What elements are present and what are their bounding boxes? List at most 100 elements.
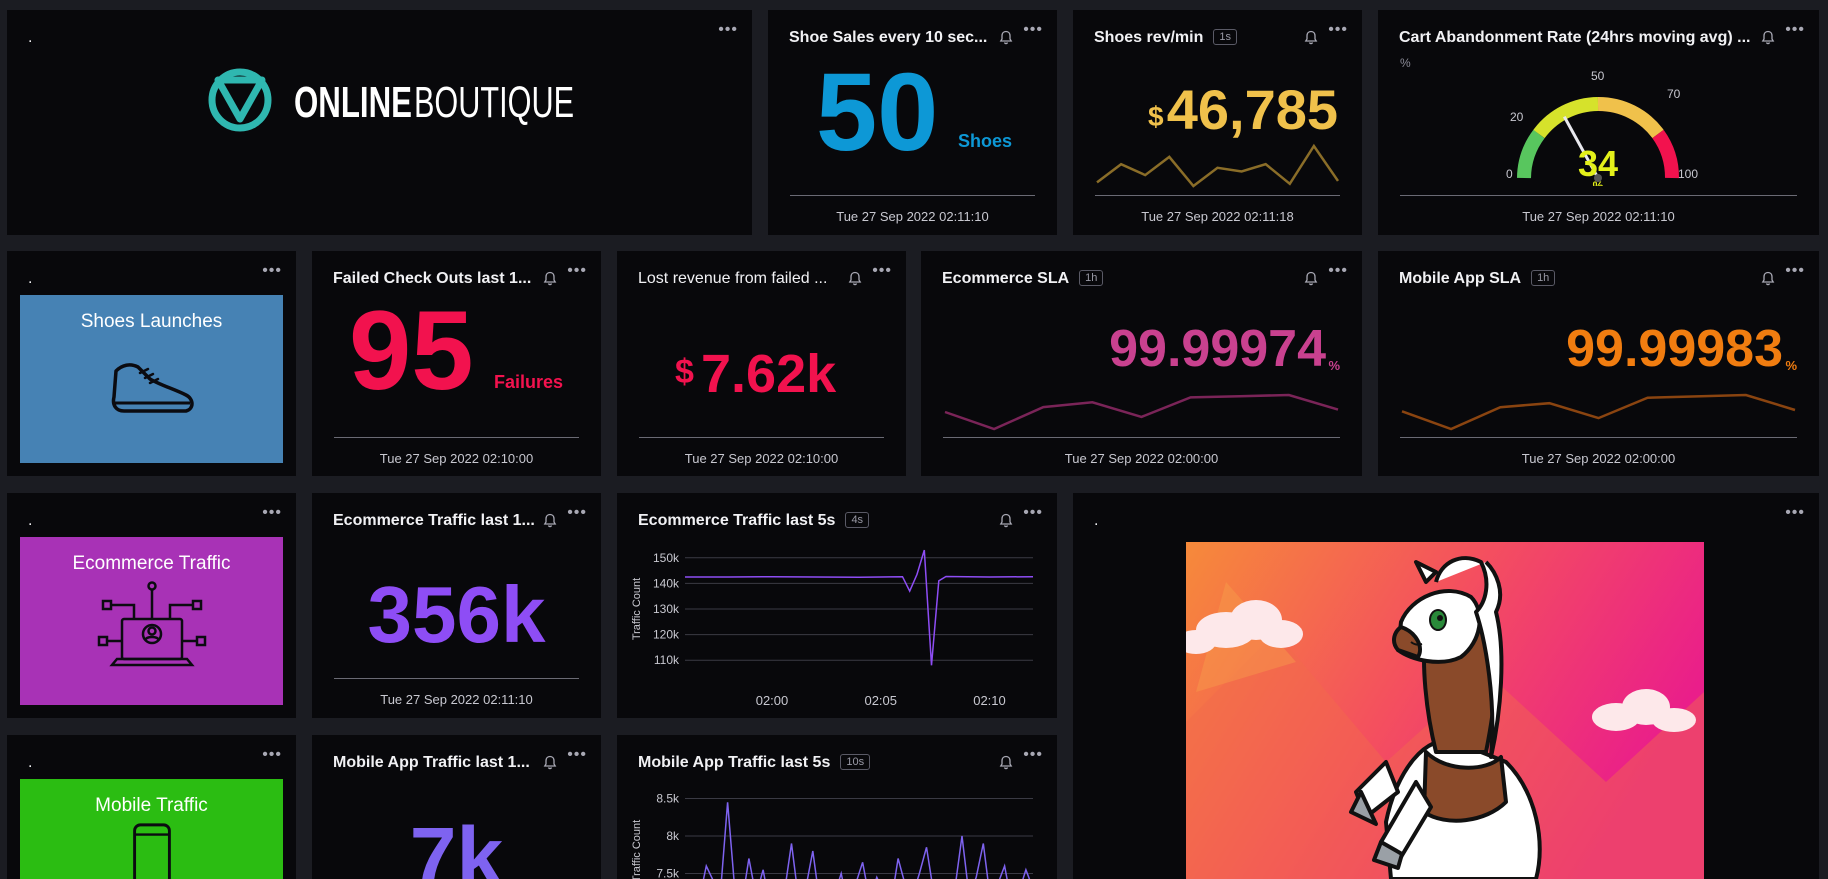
currency-symbol: $ xyxy=(675,353,694,391)
panel-title: Cart Abandonment Rate (24hrs moving avg)… xyxy=(1399,29,1751,46)
unit-label: % xyxy=(1400,56,1411,70)
smartphone-icon xyxy=(132,823,171,879)
panel-title-text: Mobile App SLA xyxy=(1399,270,1522,287)
interval-badge: 1h xyxy=(1531,270,1556,286)
bell-icon[interactable] xyxy=(1761,30,1775,45)
more-options-icon[interactable]: ••• xyxy=(1785,504,1805,521)
currency-symbol: $ xyxy=(1148,101,1164,132)
more-options-icon[interactable]: ••• xyxy=(1328,262,1348,279)
divider xyxy=(943,437,1340,438)
more-options-icon[interactable]: ••• xyxy=(262,262,282,279)
panel-title-text: Ecommerce SLA xyxy=(942,270,1070,287)
y-tick-label: 110k xyxy=(654,653,680,667)
bell-icon[interactable] xyxy=(999,30,1013,45)
ecommerce-traffic-value: 356k xyxy=(367,570,546,659)
divider xyxy=(790,195,1035,196)
gauge-chart: 0 20 50 70 100 34 % xyxy=(1506,69,1698,186)
mobile-sla-value: 99.99983 xyxy=(1566,320,1783,378)
more-options-icon[interactable]: ••• xyxy=(718,21,738,38)
timestamp: Tue 27 Sep 2022 02:10:00 xyxy=(684,451,839,466)
more-options-icon[interactable]: ••• xyxy=(567,262,587,279)
bell-icon[interactable] xyxy=(1304,271,1318,286)
mobile-sla-panel: Mobile App SLA 1h ••• 99.99983 % Tue 27 S… xyxy=(1378,251,1819,476)
sparkline-series xyxy=(1096,143,1340,188)
bell-icon[interactable] xyxy=(999,513,1013,528)
x-tick-label: 02:00 xyxy=(756,693,789,708)
scale-50: 50 xyxy=(1591,69,1605,83)
shoes-launches-tile[interactable]: Shoes Launches xyxy=(20,295,283,463)
more-options-icon[interactable]: ••• xyxy=(567,746,587,763)
divider xyxy=(1095,195,1340,196)
more-options-icon[interactable]: ••• xyxy=(262,746,282,763)
scale-20: 20 xyxy=(1510,110,1524,124)
timestamp: Tue 27 Sep 2022 02:11:10 xyxy=(1522,209,1675,224)
y-tick-label: 130k xyxy=(653,602,680,616)
gauge-needle xyxy=(1562,115,1600,179)
scale-70: 70 xyxy=(1667,87,1681,101)
mobile-traffic-value: 7k xyxy=(409,810,504,879)
traffic-series-line xyxy=(702,802,1031,879)
more-options-icon[interactable]: ••• xyxy=(262,504,282,521)
panel-title: . xyxy=(28,29,33,46)
lost-revenue-value: 7.62k xyxy=(701,344,837,404)
more-options-icon[interactable]: ••• xyxy=(567,504,587,521)
panel-title: Shoes rev/min 1s xyxy=(1094,29,1237,47)
ecommerce-sla-value: 99.99974 xyxy=(1109,320,1326,378)
panel-title: Ecommerce Traffic last 5s 4s xyxy=(638,512,870,530)
tile-label: Ecommerce Traffic xyxy=(72,553,231,574)
panel-title-text: Ecommerce Traffic last 5s xyxy=(638,512,836,529)
ecommerce-traffic-tile[interactable]: Ecommerce Traffic xyxy=(20,537,283,705)
bell-icon[interactable] xyxy=(543,755,557,770)
bell-icon[interactable] xyxy=(848,271,862,286)
logo-panel: . ••• ONLINE BOUTIQUE xyxy=(7,10,752,235)
bell-icon[interactable] xyxy=(543,271,557,286)
brand-right: BOUTIQUE xyxy=(414,78,574,127)
divider xyxy=(334,437,579,438)
more-options-icon[interactable]: ••• xyxy=(1023,746,1043,763)
x-tick-label: 02:10 xyxy=(973,693,1006,708)
failed-checkouts-value: 95 xyxy=(349,288,474,413)
more-options-icon[interactable]: ••• xyxy=(1785,262,1805,279)
mobile-sla-unit: % xyxy=(1785,358,1797,373)
shoe-sales-unit: Shoes xyxy=(958,131,1013,151)
divider xyxy=(334,678,579,679)
mobile-traffic-tile[interactable]: Mobile Traffic xyxy=(20,779,283,879)
divider xyxy=(639,437,884,438)
panel-title: Ecommerce SLA 1h xyxy=(942,270,1104,288)
bell-icon[interactable] xyxy=(999,755,1013,770)
shoes-rev-panel: Shoes rev/min 1s ••• $ 46,785 Tue 27 Sep … xyxy=(1073,10,1362,235)
timestamp: Tue 27 Sep 2022 02:11:18 xyxy=(1141,209,1294,224)
interval-badge: 10s xyxy=(840,754,871,770)
panel-title: Lost revenue from failed ... xyxy=(638,270,828,287)
timestamp: Tue 27 Sep 2022 02:00:00 xyxy=(1064,451,1219,466)
lost-revenue-panel: Lost revenue from failed ... ••• $ 7.62k… xyxy=(617,251,906,476)
bell-icon[interactable] xyxy=(543,513,557,528)
bell-icon[interactable] xyxy=(1304,30,1318,45)
mobile-traffic-last-panel: Mobile App Traffic last 1... ••• 7k xyxy=(312,735,601,879)
rev-sparkline xyxy=(1096,143,1340,188)
timestamp: Tue 27 Sep 2022 02:11:10 xyxy=(836,209,989,224)
more-options-icon[interactable]: ••• xyxy=(872,262,892,279)
brand-left: ONLINE xyxy=(294,78,412,127)
more-options-icon[interactable]: ••• xyxy=(1023,504,1043,521)
panel-title: Mobile App SLA 1h xyxy=(1399,270,1556,288)
y-tick-label: 7.5k xyxy=(656,867,680,879)
ecommerce-traffic-chart: 110k 120k 130k 140k 150k Traffic Count 02:00 02… xyxy=(631,549,1034,708)
y-tick-label: 8.5k xyxy=(656,792,680,806)
shoes-launches-panel: . ••• Shoes Launches xyxy=(7,251,296,476)
more-options-icon[interactable]: ••• xyxy=(1785,21,1805,38)
ecommerce-traffic-last-panel: Ecommerce Traffic last 1... ••• 356k Tue… xyxy=(312,493,601,718)
interval-badge: 1s xyxy=(1213,29,1237,45)
more-options-icon[interactable]: ••• xyxy=(1328,21,1348,38)
bell-icon[interactable] xyxy=(1761,271,1775,286)
scale-100: 100 xyxy=(1678,167,1698,181)
panel-title: Ecommerce Traffic last 1... xyxy=(333,512,535,529)
ecommerce-traffic-tile-panel: . ••• Ecommerce Traffic xyxy=(7,493,296,718)
tile-label: Mobile Traffic xyxy=(95,795,208,816)
more-options-icon[interactable]: ••• xyxy=(1023,21,1043,38)
panel-title: . xyxy=(1094,512,1099,529)
timestamp: Tue 27 Sep 2022 02:11:10 xyxy=(380,692,533,707)
failed-checkouts-panel: Failed Check Outs last 1... ••• 95 Failu… xyxy=(312,251,601,476)
ecommerce-sla-sparkline xyxy=(944,393,1339,431)
x-tick-label: 02:05 xyxy=(864,693,897,708)
